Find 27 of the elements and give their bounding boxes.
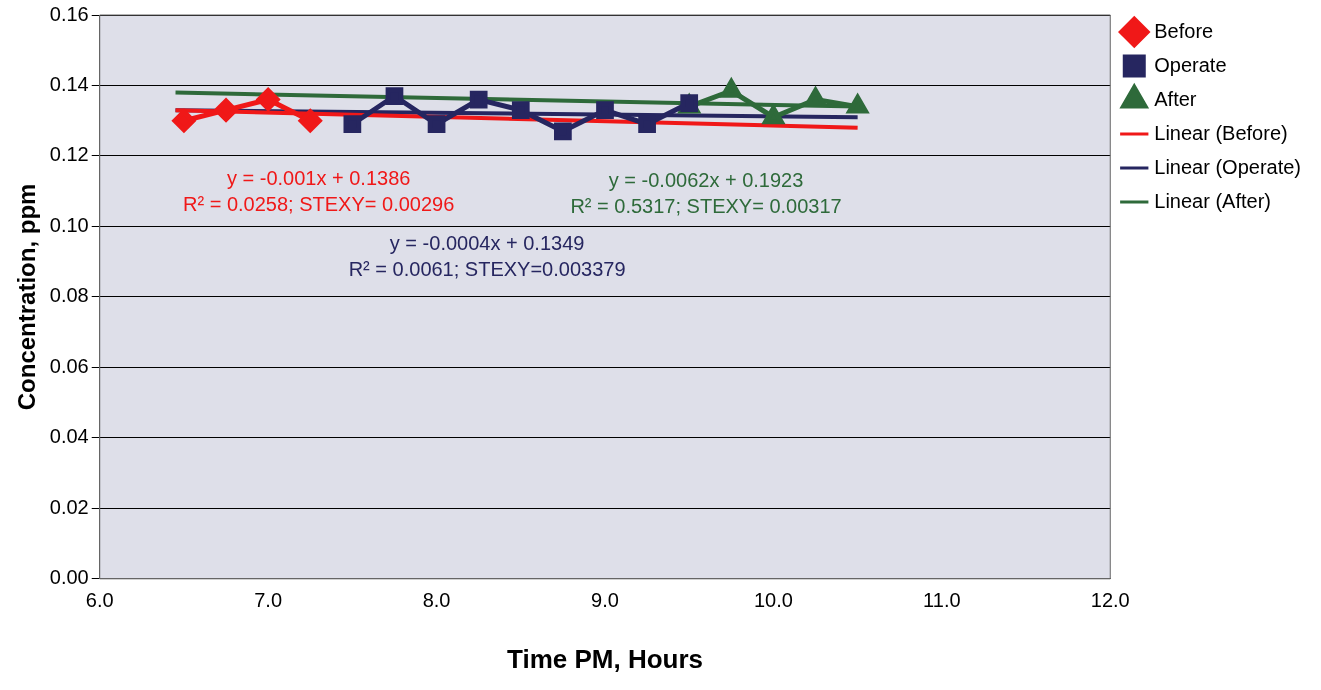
x-tick-label: 7.0 <box>254 589 283 612</box>
x-tick-label: 6.0 <box>85 589 114 612</box>
legend-label: Linear (Before) <box>1154 121 1288 144</box>
legend-label: After <box>1154 87 1197 110</box>
y-tick-label: 0.10 <box>49 213 89 236</box>
y-tick-label: 0.06 <box>49 354 89 377</box>
legend-label: Linear (After) <box>1154 189 1271 212</box>
annotation: y = -0.0004x + 0.1349 R² = 0.0061; STEXY=0.003379 <box>348 232 626 281</box>
x-tick-label: 10.0 <box>753 589 793 612</box>
y-tick-label: 0.14 <box>49 72 89 95</box>
y-tick-label: 0.04 <box>49 425 89 448</box>
annotation: y = -0.001x + 0.1386 R² = 0.0258; STEXY= 0.00296 <box>183 167 455 216</box>
legend-label: Before <box>1154 19 1214 42</box>
legend-label: Linear (Operate) <box>1154 155 1302 178</box>
legend-label: Operate <box>1154 53 1227 76</box>
x-axis-title: Time PM, Hours <box>506 643 703 674</box>
annotation: y = -0.0062x + 0.1923 R² = 0.5317; STEXY= 0.00317 <box>570 169 842 218</box>
x-tick-label: 9.0 <box>591 589 619 612</box>
y-tick-label: 0.12 <box>49 143 89 166</box>
y-tick-label: 0.08 <box>49 284 89 307</box>
x-tick-label: 12.0 <box>1090 589 1130 612</box>
y-axis-title: Concentration, ppm <box>13 183 41 411</box>
y-tick-label: 0.00 <box>49 566 89 589</box>
x-tick-label: 11.0 <box>923 589 961 612</box>
y-tick-label: 0.02 <box>49 495 89 518</box>
x-tick-label: 8.0 <box>422 589 451 612</box>
y-tick-label: 0.16 <box>49 2 89 25</box>
